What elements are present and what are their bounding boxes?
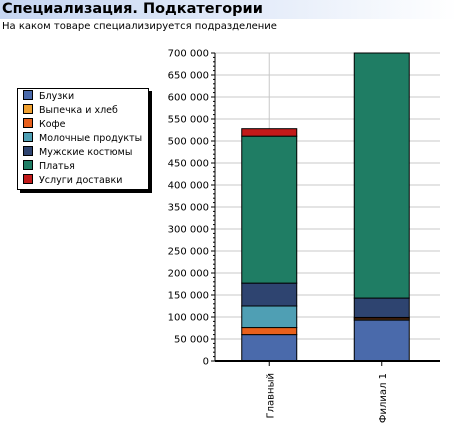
- y-tick-label: 300 000: [168, 225, 209, 236]
- y-tick-label: 400 000: [168, 181, 209, 192]
- bar-segment: [241, 327, 298, 336]
- bar-segment: [353, 319, 410, 362]
- bar-segment: [353, 52, 410, 299]
- title-bar: [0, 0, 457, 19]
- legend-label: Кофе: [39, 119, 66, 130]
- legend-item: Блузки: [23, 90, 74, 103]
- legend-item: Мужские костюмы: [23, 146, 132, 159]
- legend-item: Выпечка и хлеб: [23, 104, 118, 117]
- legend-label: Выпечка и хлеб: [39, 105, 118, 116]
- legend-label: Платья: [39, 161, 75, 172]
- legend-swatch: [23, 104, 33, 114]
- y-tick-label: 550 000: [168, 115, 209, 126]
- y-tick-label: 250 000: [168, 247, 209, 258]
- chart-legend: Блузки Выпечка и хлеб Кофе Молочные прод…: [17, 88, 149, 190]
- y-tick-label: 200 000: [168, 269, 209, 280]
- bar-segment: [241, 128, 298, 137]
- x-tick-label: Главный: [265, 373, 276, 418]
- legend-item: Услуги доставки: [23, 174, 122, 187]
- legend-label: Молочные продукты: [39, 133, 143, 144]
- legend-swatch: [23, 160, 33, 170]
- legend-swatch: [23, 174, 33, 184]
- legend-label: Услуги доставки: [39, 175, 123, 186]
- bar-segment: [353, 297, 410, 318]
- legend-item: Платья: [23, 160, 75, 173]
- page-title: Специализация. Подкатегории: [2, 1, 263, 17]
- bar-segment: [241, 282, 298, 307]
- legend-swatch: [23, 90, 33, 100]
- bar-segment: [241, 305, 298, 329]
- legend-label: Блузки: [39, 91, 75, 102]
- y-tick-label: 150 000: [168, 291, 209, 302]
- legend-label: Мужские костюмы: [39, 147, 133, 158]
- y-tick-label: 450 000: [168, 159, 209, 170]
- y-tick-label: 350 000: [168, 203, 209, 214]
- y-tick-label: 0: [203, 357, 209, 368]
- y-tick-label: 50 000: [174, 335, 209, 346]
- bar-segment: [241, 334, 298, 362]
- legend-swatch: [23, 118, 33, 128]
- y-tick-label: 650 000: [168, 71, 209, 82]
- legend-swatch: [23, 132, 33, 142]
- legend-swatch: [23, 146, 33, 156]
- y-tick-label: 500 000: [168, 137, 209, 148]
- y-tick-label: 100 000: [168, 313, 209, 324]
- y-tick-label: 600 000: [168, 93, 209, 104]
- bar-segment: [241, 135, 298, 284]
- x-tick-label: Филиал 1: [378, 373, 389, 423]
- page-subtitle: На каком товаре специализируется подразд…: [2, 21, 277, 32]
- y-tick-label: 700 000: [168, 49, 209, 60]
- legend-item: Кофе: [23, 118, 66, 131]
- legend-item: Молочные продукты: [23, 132, 142, 145]
